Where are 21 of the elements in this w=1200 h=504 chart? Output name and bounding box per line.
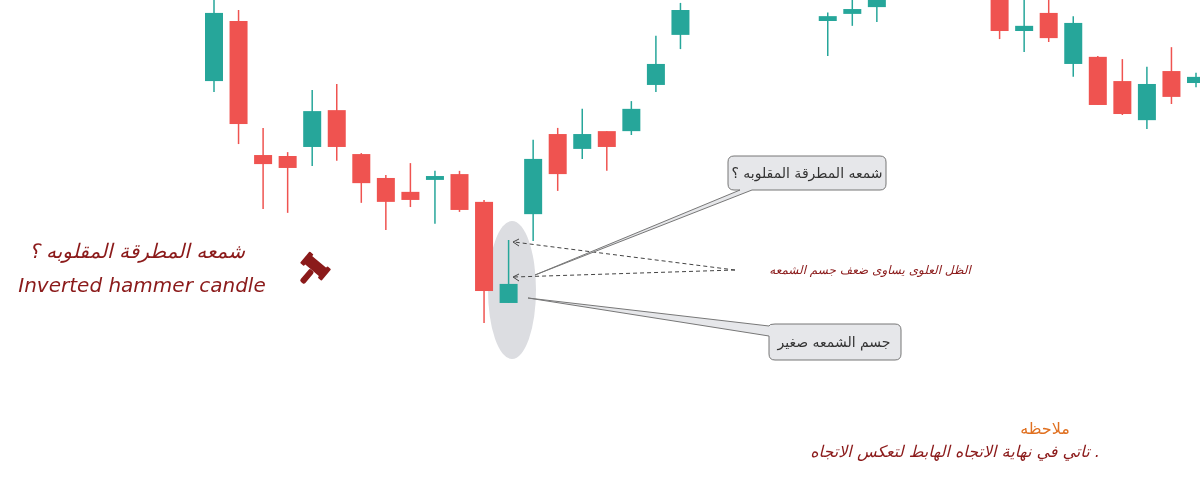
candlestick bbox=[401, 162, 420, 208]
candlestick bbox=[646, 35, 665, 93]
candlestick bbox=[376, 174, 395, 231]
annotation: شمعه المطرقة المقلوبه ؟ bbox=[29, 239, 246, 263]
text: جسم الشمعه صغير bbox=[776, 334, 891, 351]
candlestick bbox=[278, 151, 297, 214]
candlestick bbox=[1015, 0, 1034, 53]
candlestick bbox=[499, 239, 518, 304]
candlestick bbox=[622, 100, 641, 136]
annotation: الظل العلوى يساوى ضعف جسم الشمعه bbox=[769, 263, 973, 277]
candlestick bbox=[818, 11, 837, 57]
annotation: Inverted hammer candle bbox=[18, 273, 266, 297]
candlestick bbox=[425, 170, 444, 225]
candlestick bbox=[573, 108, 592, 160]
candlestick bbox=[843, 0, 862, 27]
candlestick bbox=[597, 130, 616, 172]
text: ملاحظه bbox=[1020, 419, 1070, 438]
annotation: شمعه المطرقة المقلوبه ؟ bbox=[731, 165, 883, 182]
candlestick bbox=[867, 0, 886, 23]
text: . تاتي في نهاية الاتجاه الهابط لتعكس الاتجاه bbox=[810, 442, 1100, 461]
candlestick bbox=[254, 127, 273, 210]
